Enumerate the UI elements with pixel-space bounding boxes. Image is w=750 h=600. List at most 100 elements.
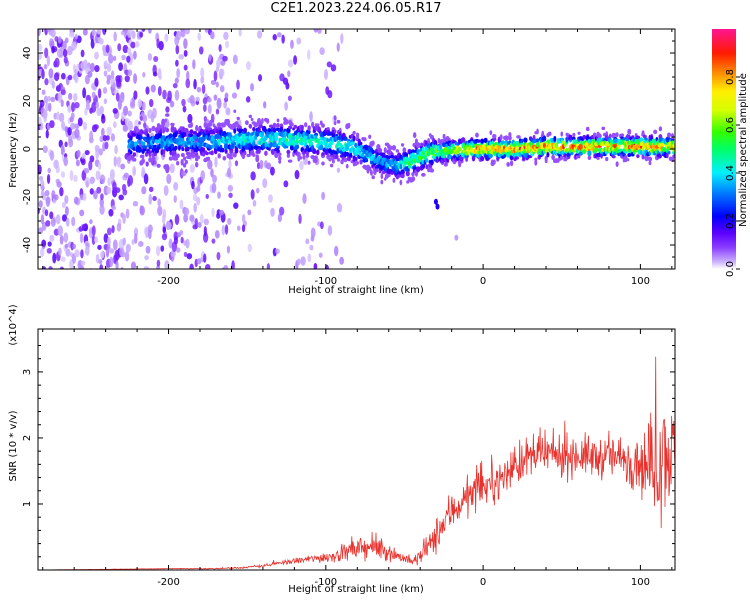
noise-blob <box>196 196 201 206</box>
noise-blob <box>210 168 214 178</box>
noise-blob <box>197 32 201 41</box>
signal-cell <box>368 134 372 139</box>
signal-cell <box>250 117 254 122</box>
noise-blob <box>50 96 56 103</box>
signal-cell <box>578 151 584 156</box>
noise-blob <box>48 266 54 269</box>
x-tick-label: 0 <box>480 577 486 588</box>
noise-blob <box>99 174 106 184</box>
noise-blob <box>127 69 133 76</box>
signal-cell <box>234 147 239 154</box>
noise-blob <box>77 117 83 127</box>
signal-cell <box>335 144 339 148</box>
noise-blob <box>74 101 80 109</box>
x-tick-label: -100 <box>314 577 337 588</box>
signal-cell <box>415 166 421 173</box>
noise-blob <box>85 99 90 111</box>
signal-cell <box>653 129 658 135</box>
noise-blob <box>98 258 103 265</box>
noise-blob <box>102 48 107 57</box>
noise-blob <box>106 63 112 72</box>
noise-blob <box>340 33 344 45</box>
signal-cell <box>429 168 435 173</box>
signal-cell <box>158 130 163 135</box>
noise-blob <box>296 258 301 266</box>
noise-blob <box>57 36 62 44</box>
signal-cell <box>369 169 373 176</box>
signal-cell <box>349 152 353 157</box>
signal-cell <box>246 153 251 158</box>
signal-cell <box>132 157 137 162</box>
signal-cell <box>488 153 493 159</box>
noise-blob <box>192 193 198 202</box>
noise-blob <box>208 53 212 62</box>
noise-blob <box>218 209 225 216</box>
noise-blob <box>189 263 194 269</box>
noise-blob <box>98 38 104 45</box>
noise-blob <box>212 174 217 184</box>
noise-blob <box>207 159 213 170</box>
spectrogram-y-axis-label: Frequency (Hz) <box>8 112 19 188</box>
noise-blob <box>114 144 118 155</box>
signal-cell <box>371 149 375 155</box>
signal-cell <box>430 159 434 166</box>
signal-cell <box>426 151 431 157</box>
snr-y-axis-label: SNR (10 * v/v) <box>8 410 19 481</box>
noise-blob <box>211 182 217 194</box>
noise-blob <box>57 92 63 103</box>
signal-cell <box>293 124 298 129</box>
signal-cell <box>269 142 273 148</box>
signal-cell <box>380 179 384 185</box>
noise-blob <box>161 233 168 241</box>
noise-blob <box>287 70 291 78</box>
noise-blob <box>127 47 132 55</box>
noise-blob <box>38 164 42 175</box>
noise-blob <box>96 29 102 35</box>
noise-blob <box>82 121 88 131</box>
noise-blob <box>214 229 220 239</box>
noise-blob <box>40 247 45 258</box>
signal-cell <box>642 134 647 139</box>
noise-blob <box>71 41 78 50</box>
noise-blob <box>193 202 197 213</box>
signal-cell <box>350 141 355 146</box>
signal-cell <box>243 150 247 156</box>
noise-blob <box>118 194 124 201</box>
noise-blob <box>118 62 123 72</box>
signal-cell <box>224 144 229 150</box>
signal-cell <box>420 142 424 147</box>
signal-cell <box>274 132 279 137</box>
signal-cell <box>343 157 348 162</box>
noise-blob <box>189 214 195 222</box>
noise-blob <box>69 170 74 181</box>
signal-cell <box>542 135 547 142</box>
x-tick-label: -100 <box>314 276 337 287</box>
signal-cell <box>203 122 208 128</box>
noise-blob <box>148 193 153 205</box>
noise-blob <box>127 120 134 132</box>
noise-blob <box>38 200 43 208</box>
signal-cell <box>336 158 341 162</box>
noise-blob <box>44 190 50 197</box>
signal-cell <box>333 121 337 126</box>
noise-blob <box>309 244 314 251</box>
noise-blob <box>141 186 147 195</box>
spectrogram-x-ticks: -200 -100 0 100 <box>42 29 673 287</box>
noise-blob <box>86 21 91 28</box>
signal-cell <box>399 179 403 186</box>
colorbar-label: Normalized spectral amplitude <box>738 73 749 227</box>
signal-cell <box>184 127 189 133</box>
noise-blob <box>296 37 302 45</box>
signal-cell <box>347 122 351 129</box>
noise-blob <box>112 82 116 89</box>
signal-cell <box>220 147 225 153</box>
noise-blob <box>214 156 218 168</box>
noise-blob <box>145 86 150 95</box>
signal-cell <box>321 152 325 156</box>
figure-title: C2E1.2023.224.06.05.R17 <box>270 1 442 16</box>
signal-cell <box>229 152 233 158</box>
noise-blob <box>46 248 52 254</box>
signal-cell <box>383 147 387 154</box>
noise-blob <box>174 34 180 46</box>
noise-blob <box>153 56 159 63</box>
